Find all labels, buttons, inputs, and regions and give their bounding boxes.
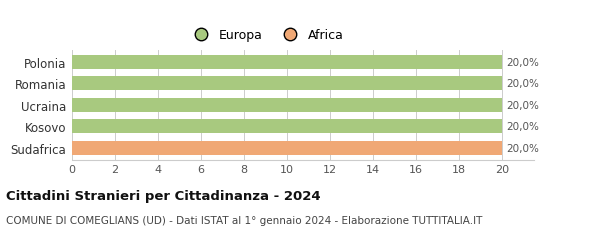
Legend: Europa, Africa: Europa, Africa [188, 29, 343, 42]
Bar [72, 77, 502, 91]
Text: COMUNE DI COMEGLIANS (UD) - Dati ISTAT al 1° gennaio 2024 - Elaborazione TUTTITA: COMUNE DI COMEGLIANS (UD) - Dati ISTAT a… [6, 215, 482, 225]
Text: 20,0%: 20,0% [506, 143, 539, 153]
Text: 20,0%: 20,0% [506, 57, 539, 67]
Bar [72, 141, 502, 155]
Bar [72, 55, 502, 69]
Bar [72, 98, 502, 112]
Text: 20,0%: 20,0% [506, 100, 539, 110]
Text: 20,0%: 20,0% [506, 122, 539, 132]
Bar [72, 120, 502, 134]
Text: Cittadini Stranieri per Cittadinanza - 2024: Cittadini Stranieri per Cittadinanza - 2… [6, 189, 320, 202]
Text: 20,0%: 20,0% [506, 79, 539, 89]
